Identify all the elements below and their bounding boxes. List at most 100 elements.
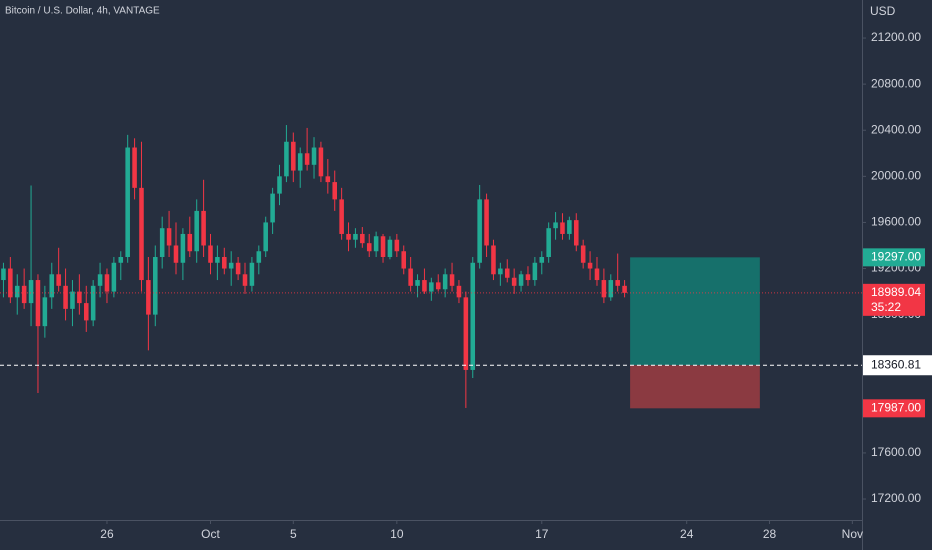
candle-body <box>56 274 61 286</box>
entry-label: 18360.81 <box>871 357 921 371</box>
y-tick-label: 21200.00 <box>871 30 921 44</box>
candle-body <box>139 187 144 281</box>
candle-body <box>35 280 41 327</box>
plot-area <box>0 125 862 409</box>
candle-body <box>180 233 186 263</box>
candle-body <box>311 147 317 165</box>
candle-body <box>28 280 34 304</box>
candle-body <box>339 199 344 234</box>
candle-body <box>504 268 510 278</box>
candle-body <box>228 262 234 269</box>
candle-body <box>560 222 565 234</box>
candle-body <box>63 285 68 309</box>
candle-body <box>132 147 137 188</box>
candle-body <box>263 222 268 252</box>
candle-body <box>587 262 593 269</box>
last-price-label-bg <box>863 283 925 316</box>
y-tick-label: 20800.00 <box>871 76 921 90</box>
candle-body <box>601 280 607 298</box>
stop-label-bg <box>863 399 925 418</box>
y-tick-label: 19600.00 <box>871 215 921 229</box>
candle-body <box>222 257 227 269</box>
candle-body <box>332 182 338 200</box>
candle-body <box>215 257 220 263</box>
candle-body <box>21 285 27 304</box>
candle-body <box>153 257 158 315</box>
candle-body <box>77 291 82 304</box>
candle-body <box>463 297 469 370</box>
candle-body <box>484 199 489 246</box>
target-label: 19297.00 <box>871 250 921 264</box>
candle-body <box>387 239 393 258</box>
candle-body <box>422 280 427 292</box>
y-tick-label: 17600.00 <box>871 445 921 459</box>
candle-body <box>256 251 262 263</box>
candle-body <box>118 257 124 263</box>
candle-body <box>373 236 379 252</box>
candle-body <box>277 176 282 194</box>
candle-body <box>553 222 558 229</box>
candle-body <box>608 280 614 298</box>
x-tick-label: Nov <box>842 527 863 541</box>
candle-body <box>408 268 413 286</box>
target-label-bg <box>863 248 925 267</box>
x-tick-label: 28 <box>763 527 777 541</box>
candle-body <box>242 274 248 286</box>
candle-body <box>594 268 600 281</box>
candle-body <box>394 239 400 252</box>
candle-body <box>304 153 310 165</box>
candle-body <box>401 251 407 269</box>
candle-body <box>201 210 206 246</box>
candle-body <box>318 147 324 177</box>
candle-body <box>435 282 441 290</box>
candle-body <box>580 245 586 263</box>
candle-body <box>456 285 462 298</box>
candle-body <box>291 141 296 171</box>
candle-body <box>539 257 545 263</box>
candle-body <box>166 228 172 246</box>
candle-body <box>518 274 524 286</box>
x-tick-label: 24 <box>680 527 694 541</box>
candle-body <box>470 262 476 370</box>
price-axis: 17200.0017600.0018000.0018400.0018800.00… <box>862 30 932 505</box>
y-tick-label: 20000.00 <box>871 169 921 183</box>
candle-body <box>532 262 538 281</box>
candle-body <box>70 291 75 309</box>
candle-body <box>173 245 179 263</box>
candle-body <box>525 274 531 281</box>
candle-body <box>615 280 620 286</box>
candle-body <box>159 228 165 258</box>
candle-body <box>360 233 365 244</box>
stop-label: 17987.00 <box>871 400 921 414</box>
candle-body <box>90 285 96 321</box>
candle-body <box>622 285 627 293</box>
candle-body <box>194 210 199 252</box>
candle-body <box>546 228 551 258</box>
candle-body <box>573 220 579 246</box>
candle-body <box>353 233 358 240</box>
candle-body <box>498 268 503 275</box>
x-tick-label: 5 <box>290 527 297 541</box>
candle-body <box>83 303 89 321</box>
candle-body <box>104 274 110 292</box>
y-tick-label: 20400.00 <box>871 122 921 136</box>
candle-body <box>42 297 48 327</box>
candle-body <box>346 233 351 240</box>
candle-body <box>491 245 496 275</box>
candle-body <box>477 199 482 263</box>
candle-body <box>97 274 103 286</box>
candle-body <box>111 262 117 292</box>
candle-body <box>429 282 434 292</box>
profit-zone <box>630 257 760 366</box>
currency-label: USD <box>870 4 896 18</box>
candle-body <box>235 262 241 275</box>
candle-body <box>415 280 420 286</box>
entry-label-bg <box>863 355 932 376</box>
candle-body <box>284 141 289 177</box>
candle-body <box>14 285 20 298</box>
candle-body <box>567 220 572 234</box>
candle-body <box>146 280 151 315</box>
candle-body <box>325 176 331 183</box>
